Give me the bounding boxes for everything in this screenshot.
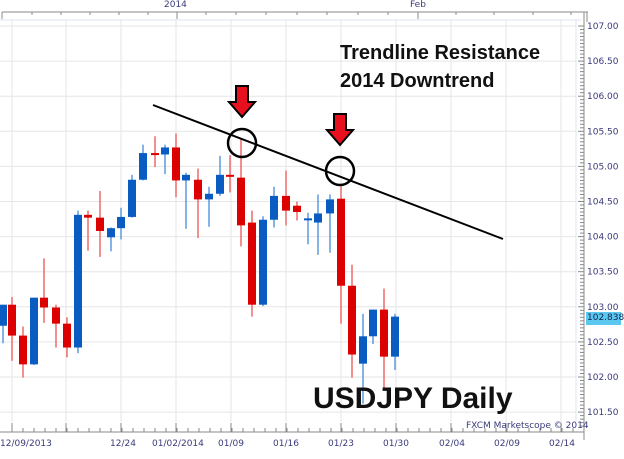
candle-down — [96, 217, 104, 231]
candle-down — [40, 297, 48, 308]
candle-up — [117, 216, 125, 229]
candle-down — [8, 304, 16, 336]
price-tick-label: 105.50 — [587, 127, 619, 137]
candle-up — [216, 174, 224, 194]
candle-up — [270, 195, 278, 220]
candle-up — [161, 147, 169, 155]
touch-markers — [226, 85, 356, 187]
candle-down — [293, 205, 301, 213]
candle-up — [259, 219, 267, 305]
candles — [0, 133, 399, 404]
price-tick-label: 102.50 — [587, 338, 619, 348]
chart-title-usdjpy-daily: USDJPY Daily — [313, 382, 513, 415]
date-tick-label: 01/02/2014 — [152, 439, 204, 449]
date-tick-label: 01/16 — [273, 439, 299, 449]
price-tick-label: 103.50 — [587, 268, 619, 278]
annotation-trendline-resistance: Trendline Resistance 2014 Downtrend — [340, 39, 540, 95]
price-tick-label: 107.00 — [587, 22, 619, 32]
price-tick-label: 101.50 — [587, 408, 619, 418]
price-tick-label: 106.00 — [587, 92, 619, 102]
candle-up — [359, 336, 367, 364]
candle-up — [30, 297, 38, 365]
candle-down — [282, 195, 290, 211]
annotation-line-1: Trendline Resistance — [340, 42, 541, 64]
candle-up — [326, 199, 334, 214]
date-tick-label: 02/14 — [549, 439, 575, 449]
candle-down — [348, 285, 356, 355]
down-arrow-icon — [324, 113, 356, 147]
candle-down — [19, 335, 27, 365]
candle-up — [182, 174, 190, 181]
candle-up — [391, 316, 399, 357]
date-tick-label: 01/09 — [218, 439, 244, 449]
price-tick-label: 105.00 — [587, 162, 619, 172]
annotation-line-2: 2014 Downtrend — [340, 70, 495, 92]
candle-down — [337, 198, 345, 286]
candle-up — [205, 193, 213, 200]
top-time-axis — [1, 11, 588, 22]
candle-up — [128, 179, 136, 217]
trendline-resistance — [152, 104, 504, 240]
date-axis[interactable]: 12/09/2013 12/24 01/02/2014 01/09 01/16 01/23… — [0, 423, 584, 449]
price-tick-label: 102.00 — [587, 373, 619, 383]
date-tick-label: 01/23 — [328, 439, 354, 449]
candle-down — [380, 309, 388, 357]
date-tick-label: 02/09 — [494, 439, 520, 449]
down-arrow-icon — [226, 85, 258, 119]
candle-down — [248, 222, 256, 305]
candle-down — [237, 177, 245, 226]
candle-up — [74, 214, 82, 348]
candle-down — [172, 147, 180, 181]
date-tick-label: 12/09/2013 — [0, 439, 52, 449]
watermark: FXCM Marketscope © 2014 — [466, 421, 589, 431]
candle-down — [194, 179, 202, 200]
candle-up — [139, 153, 147, 180]
touch-circle — [324, 155, 356, 187]
price-tick-label: 104.50 — [587, 198, 619, 208]
top-axis-label-2014: 2014 — [164, 0, 187, 10]
candle-up — [107, 228, 115, 238]
candle-down — [84, 214, 92, 218]
candle-up — [0, 304, 7, 326]
price-axis[interactable]: 107.00 106.50 106.00 105.50 105.00 104.50 104.… — [578, 12, 619, 440]
candle-down — [63, 323, 71, 348]
candle-up — [369, 309, 377, 337]
current-price-tag: 102.838 — [586, 312, 624, 325]
candle-down — [226, 174, 234, 177]
price-tick-label: 106.50 — [587, 57, 619, 67]
candle-down — [52, 307, 60, 324]
touch-circle — [226, 127, 258, 159]
price-tick-label: 104.00 — [587, 233, 619, 243]
trendline — [152, 104, 504, 240]
candle-up — [314, 213, 322, 223]
top-axis-label-feb: Feb — [410, 0, 426, 10]
candle-up — [304, 218, 312, 221]
price-tick-label: 103.00 — [587, 303, 619, 313]
date-tick-label: 02/04 — [439, 439, 465, 449]
candle-down — [151, 153, 159, 156]
date-tick-label: 12/24 — [110, 439, 136, 449]
date-tick-label: 01/30 — [383, 439, 409, 449]
